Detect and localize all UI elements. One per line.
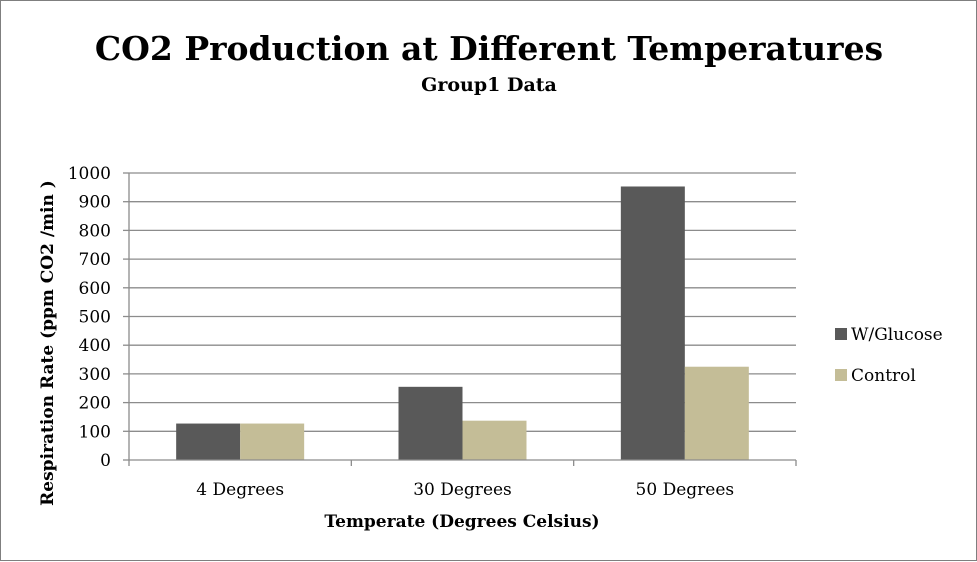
chart-title: CO2 Production at Different Temperatures — [95, 29, 883, 68]
y-tick-label: 700 — [79, 250, 111, 270]
x-tick-label: 30 Degrees — [413, 480, 512, 500]
y-tick-label: 400 — [79, 336, 111, 356]
x-axis-title: Temperate (Degrees Celsius) — [324, 512, 599, 532]
legend-swatch — [835, 328, 847, 340]
y-tick-label: 1000 — [68, 164, 111, 184]
bar-control-0 — [240, 423, 305, 460]
bar-w-glucose-0 — [176, 423, 241, 460]
y-axis-title: Respiration Rate (ppm CO2 /min ) — [38, 180, 58, 506]
legend-label: W/Glucose — [851, 325, 943, 345]
bar-w-glucose-2 — [620, 186, 685, 460]
y-tick-label: 800 — [79, 221, 111, 241]
y-tick-label: 500 — [79, 308, 111, 328]
y-tick-label: 600 — [79, 279, 111, 299]
axes: 0 100 200 300 400 500 600 700 800 900 1000 4 Degree… — [68, 164, 797, 500]
x-tick-label: 4 Degrees — [196, 480, 284, 500]
bar-control-1 — [462, 420, 527, 460]
legend: W/Glucose Control — [835, 325, 943, 386]
y-tick-label: 300 — [79, 365, 111, 385]
x-tick-label: 50 Degrees — [636, 480, 735, 500]
gridlines — [129, 172, 796, 432]
legend-label: Control — [851, 366, 916, 386]
y-tick-label: 200 — [79, 394, 111, 414]
bars — [176, 186, 749, 460]
bar-w-glucose-1 — [398, 386, 463, 460]
y-tick-label: 100 — [79, 422, 111, 442]
legend-swatch — [835, 369, 847, 381]
y-tick-label: 900 — [79, 193, 111, 213]
chart-subtitle: Group1 Data — [421, 74, 557, 96]
bar-control-2 — [684, 366, 749, 460]
y-tick-label: 0 — [100, 451, 111, 471]
